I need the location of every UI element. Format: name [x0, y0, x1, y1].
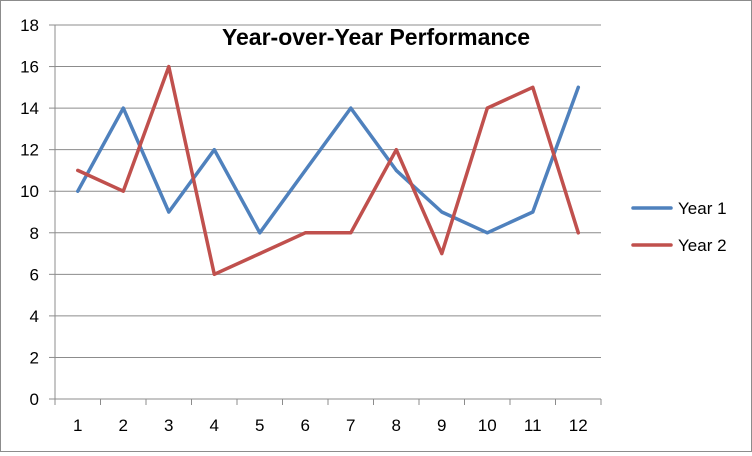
chart-title: Year-over-Year Performance [222, 24, 530, 50]
legend: Year 1 Year 2 [631, 199, 727, 255]
data-point [531, 210, 535, 214]
data-point [76, 189, 80, 193]
x-tick-label: 7 [346, 416, 355, 435]
y-tick-label: 14 [20, 99, 39, 118]
data-point [576, 231, 580, 235]
data-point [212, 272, 216, 276]
data-point [440, 252, 444, 256]
data-point [121, 106, 125, 110]
legend-label: Year 1 [678, 199, 727, 218]
data-point [76, 168, 80, 172]
y-tick-label: 6 [30, 265, 39, 284]
legend-label: Year 2 [678, 236, 727, 255]
y-tick-label: 18 [20, 16, 39, 35]
data-point [303, 231, 307, 235]
x-tick-label: 9 [437, 416, 446, 435]
data-point [485, 231, 489, 235]
y-tick-label: 10 [20, 182, 39, 201]
x-tick-label: 6 [301, 416, 310, 435]
x-tick-label: 8 [392, 416, 401, 435]
gridlines [55, 24, 601, 358]
y-tick-label: 4 [30, 307, 39, 326]
y-tick-label: 2 [30, 348, 39, 367]
x-tick-label: 3 [164, 416, 173, 435]
series-line-1 [76, 85, 581, 235]
data-point [121, 189, 125, 193]
x-tick-label: 5 [255, 416, 264, 435]
data-point [440, 210, 444, 214]
x-tick-label: 11 [524, 416, 542, 435]
data-point [258, 231, 262, 235]
x-tick-label: 10 [478, 416, 497, 435]
data-point [303, 168, 307, 172]
y-tick-label: 8 [30, 224, 39, 243]
data-point [167, 65, 171, 69]
x-tick-label: 1 [73, 416, 82, 435]
y-tick-label: 16 [20, 58, 39, 77]
series-line-2 [76, 64, 581, 277]
data-point [576, 85, 580, 89]
data-point [485, 106, 489, 110]
y-tick-label: 0 [30, 390, 39, 409]
data-point [258, 252, 262, 256]
series-lines [76, 64, 581, 277]
data-point [212, 148, 216, 152]
y-tick-label: 12 [20, 141, 39, 160]
data-point [394, 168, 398, 172]
data-point [531, 85, 535, 89]
x-tick-label: 4 [210, 416, 219, 435]
x-tick-label: 12 [569, 416, 588, 435]
data-point [394, 148, 398, 152]
data-point [167, 210, 171, 214]
data-point [349, 231, 353, 235]
data-point [349, 106, 353, 110]
x-tick-label: 2 [119, 416, 128, 435]
